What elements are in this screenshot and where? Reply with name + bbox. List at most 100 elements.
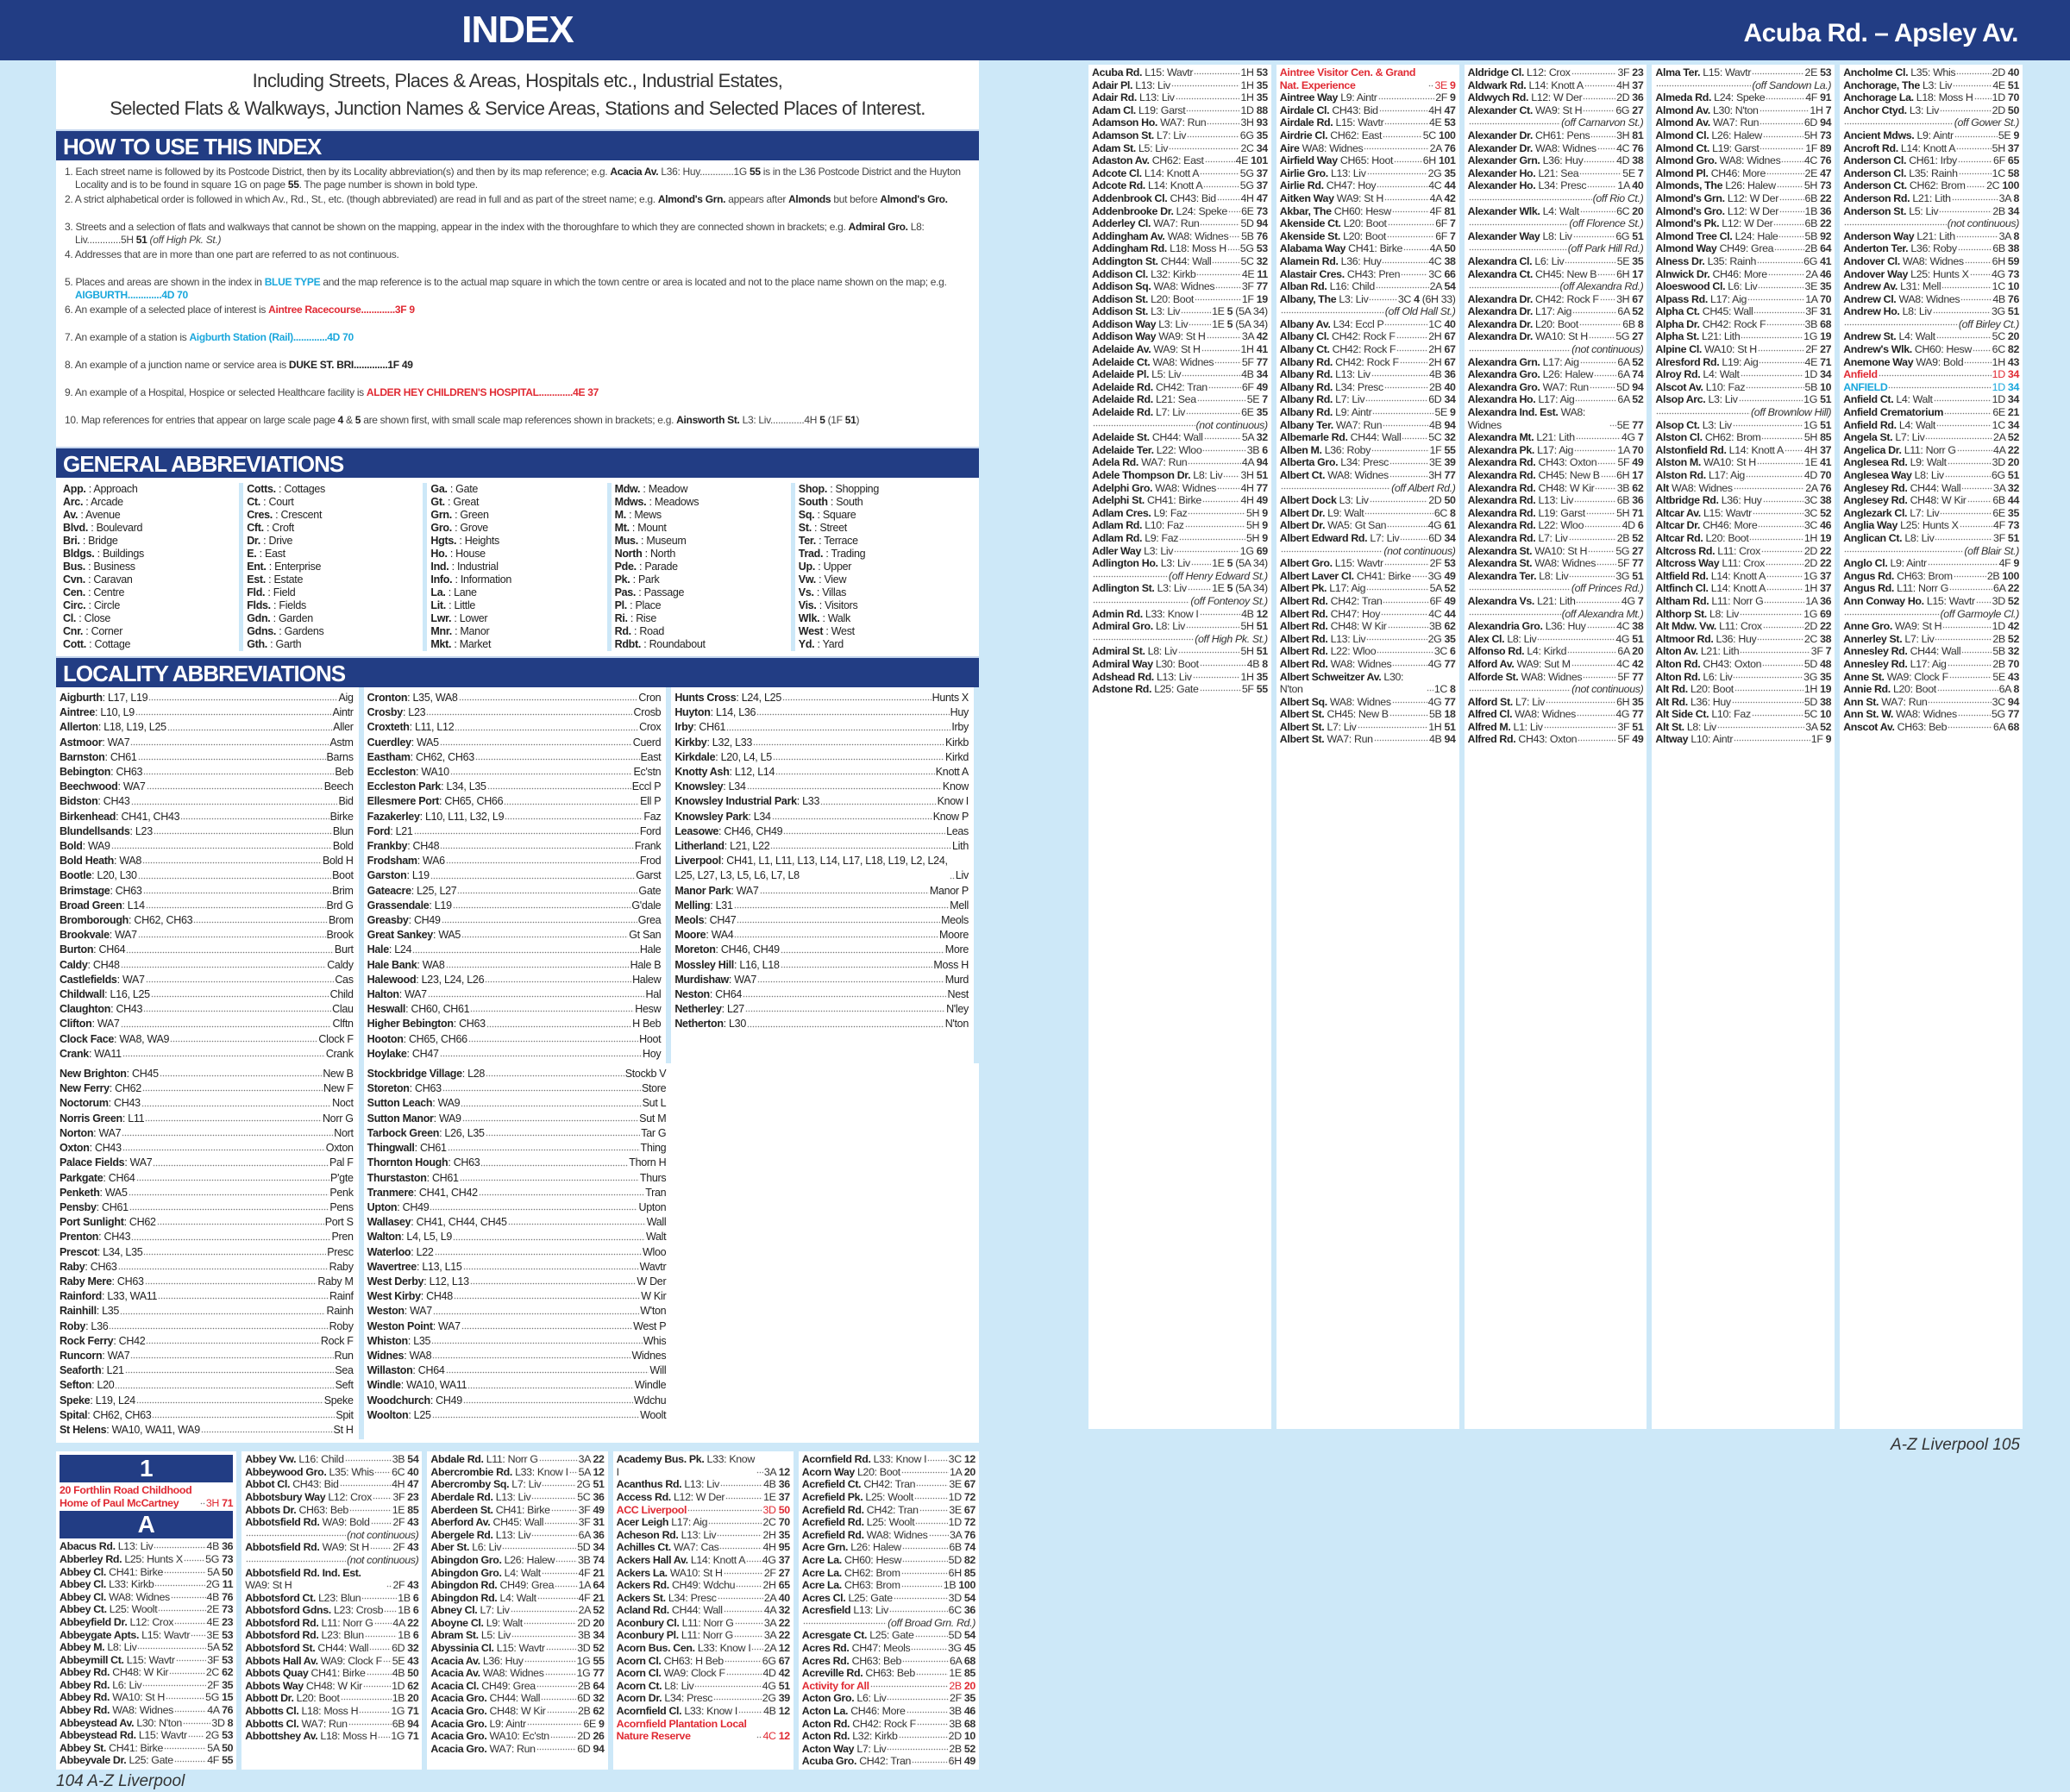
- locality-name: Croxteth: [367, 721, 410, 734]
- entry-map-reference: 3D 52: [1992, 594, 2020, 607]
- entry-name: Albert Ct.: [1279, 469, 1326, 481]
- dot-leader: [1565, 260, 1616, 265]
- dot-leader: [173, 1760, 207, 1764]
- abbreviation-separator: :: [267, 638, 276, 650]
- page-number: 76: [1256, 229, 1268, 242]
- page-number: 18: [1444, 708, 1456, 721]
- dot-leader: [743, 995, 947, 999]
- entry-map-reference: 1H 51: [1428, 720, 1456, 733]
- entry-text: Altcar Rd. L20: Boot: [1655, 532, 1748, 545]
- entry-text: Abbeyfield Dr. L12: Crox: [60, 1616, 173, 1629]
- index-left-columns: 1 20 Forthlin Road Childhood Home of Paul…: [56, 1451, 979, 1770]
- index-entry: Alexandra Rd. CH45: New B 6H 17: [1468, 469, 1644, 482]
- entry-text: Airfield Way CH65: Hoot: [1280, 154, 1394, 167]
- abbreviation-separator: :: [630, 573, 638, 586]
- entry-name: Anderson Rd.: [1843, 191, 1910, 204]
- locality-name: Frodsham: [367, 855, 417, 868]
- entry-text: Anderson Cl. L35: Rainh: [1843, 167, 1958, 180]
- locality-text: Aigburth: L17, L19: [60, 691, 148, 705]
- locality-colon: :: [409, 1082, 416, 1095]
- dot-leader: [142, 1684, 207, 1689]
- abbreviation-meaning: Circle: [93, 599, 120, 611]
- entry-text: Abbey M. L8: Liv: [60, 1641, 137, 1654]
- entry-map-reference: 4C 44: [1428, 179, 1456, 192]
- entry-locality: L11: Norr G: [321, 1616, 373, 1629]
- page-number: 6: [1450, 645, 1456, 658]
- page-number: 54: [963, 1629, 975, 1642]
- locality-text: Storeton: CH63: [367, 1081, 442, 1096]
- abbreviation-code: Bri.: [63, 535, 80, 547]
- index-entry: Acresfield L13: Liv 6C 36: [802, 1604, 976, 1617]
- index-entry: Alford St. L7: Liv 6H 35: [1468, 696, 1644, 709]
- index-entry: Aberford Av. CH45: Wall 3F 31: [430, 1516, 605, 1529]
- index-entry: Adelaide Rd. CH42: Tran 6F 49: [1092, 381, 1268, 394]
- locality-postcodes: CH43: [116, 1003, 143, 1016]
- page-number: 52: [1632, 305, 1644, 318]
- dot-leader: [725, 1496, 763, 1501]
- dot-leader: [1888, 386, 1992, 391]
- entry-locality: L5: Liv: [480, 1629, 511, 1642]
- page-number: 20: [1632, 645, 1644, 658]
- page-number: 35: [2007, 506, 2019, 519]
- entry-text: Annesley Rd. CH44: Wall: [1843, 645, 1960, 658]
- locality-colon: :: [412, 1364, 418, 1377]
- locality-name: Wallasey: [367, 1216, 411, 1229]
- entry-locality: L17: Aig: [1708, 469, 1745, 481]
- locality-item: Kirkdale: L20, L4, L5 Kirkd: [674, 750, 969, 765]
- entry-text: Abyssinia Cl. L15: Wavtr: [430, 1642, 545, 1655]
- entry-name: Addenbrook Cl.: [1092, 191, 1168, 204]
- entry-name: Adam St.: [1092, 141, 1136, 154]
- dot-leader: [775, 773, 935, 777]
- note-text: (off Gower St.): [1954, 116, 2020, 129]
- index-entry: Abbeymill Ct. L15: Wavtr 3F 53: [60, 1654, 234, 1667]
- locality-abbrev: Brim: [332, 884, 354, 897]
- entry-map-reference: 3G 51: [1991, 305, 2019, 318]
- entry-locality: WA9: St H: [1535, 103, 1583, 116]
- dot-leader: [893, 1597, 948, 1601]
- page-number: 35: [222, 1678, 234, 1691]
- locality-colon: :: [91, 1379, 97, 1392]
- entry-locality: CH42: Tran: [1330, 594, 1383, 607]
- locality-abbrev: Know I: [937, 795, 969, 808]
- entry-text: Albert Dr. WA5: Gt San: [1280, 519, 1387, 532]
- index-column: Alma Ter. L15: Wavtr 2E 53 (off Sandown La…: [1652, 65, 1835, 1429]
- entry-name: Altbridge Rd.: [1655, 494, 1719, 507]
- locality-name: Thornton Hough: [367, 1156, 448, 1169]
- page-number: 49: [1632, 733, 1644, 746]
- entry-locality: L3: Liv: [1160, 557, 1190, 570]
- dot-leader: [746, 1559, 762, 1563]
- entry-locality: CH47: Hoy: [1326, 179, 1377, 192]
- entry-name: Altmoor Rd.: [1655, 632, 1714, 645]
- entry-locality: CH45: New B: [1535, 267, 1597, 280]
- abbreviation-separator: :: [76, 612, 85, 624]
- entry-name: Airlie Rd.: [1279, 179, 1324, 192]
- entry-text: Abbots Quay CH41: Birke: [245, 1667, 366, 1680]
- locality-name: Storeton: [367, 1082, 410, 1095]
- dot-leader: [1200, 222, 1240, 227]
- entry-text: Alpine Cl. WA10: St H: [1655, 343, 1757, 356]
- entry-text: Alsop Ct. L3: Liv: [1655, 419, 1732, 432]
- page-number: 35: [1632, 695, 1644, 708]
- entry-text: Adlam Rd. L9: Faz: [1092, 532, 1178, 545]
- entry-text: Abbey Rd. WA10: St H: [60, 1691, 165, 1704]
- entry-locality: CH46: More: [1712, 267, 1767, 280]
- index-entry: Adamson Ho. WA7: Run 3H 93: [1092, 116, 1268, 129]
- entry-locality: L34: Presc: [1335, 380, 1383, 393]
- locality-colon: :: [736, 692, 742, 704]
- dot-leader: [158, 1297, 329, 1301]
- index-entry: Acacia Av. WA8: Widnes 1G 77: [430, 1667, 605, 1680]
- abbreviation-separator: :: [276, 625, 285, 637]
- locality-name: Raby Mere: [60, 1275, 112, 1288]
- entry-text: Alresford Rd. L19: Aig: [1655, 356, 1758, 369]
- locality-abbrev: Ec'stn: [633, 766, 662, 779]
- entry-text: Acrefield Rd. WA8: Widnes: [802, 1529, 928, 1542]
- abbreviation-separator: :: [85, 638, 95, 650]
- index-entry: Abercromby Sq. L7: Liv 2G 51: [430, 1478, 605, 1491]
- abbreviation-code: Ter.: [798, 535, 816, 547]
- entry-text: Acre La. CH63: Brom: [802, 1579, 900, 1592]
- locality-item: Irby: CH61 Irby: [674, 720, 969, 735]
- index-entry: Anderson Cl. L35: Rainh 1C 58: [1843, 167, 2019, 180]
- index-entry: Abbeyfield Dr. L12: Crox 4E 23: [60, 1616, 234, 1629]
- locality-text: Seaforth: L21: [60, 1363, 124, 1378]
- abbreviation-meaning: Court: [268, 496, 294, 508]
